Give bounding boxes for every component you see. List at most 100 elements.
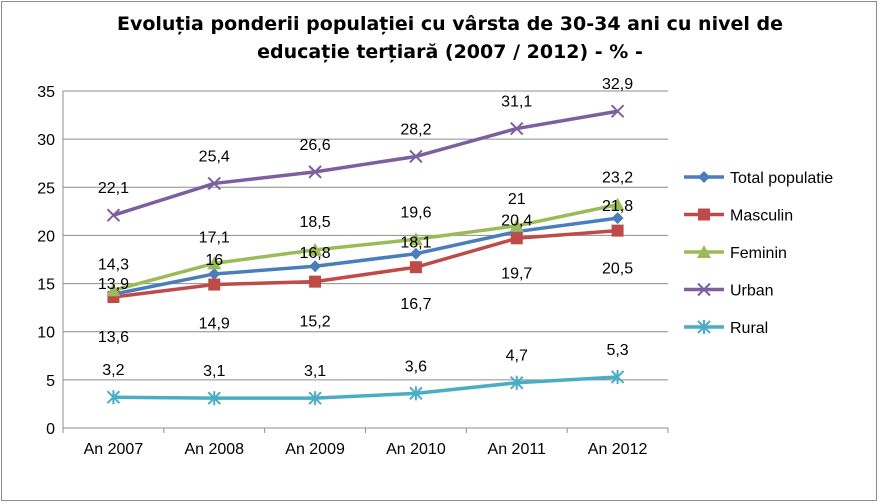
data-label: 14,3 (98, 256, 129, 273)
data-point (207, 176, 221, 191)
legend-label: Total populatie (730, 170, 833, 187)
data-point (610, 369, 625, 384)
series-line (112, 202, 618, 293)
data-point (309, 275, 322, 288)
data-label: 32,9 (602, 76, 633, 93)
x-tick-label: An 2012 (588, 441, 648, 458)
data-label: 19,6 (400, 204, 431, 221)
data-point (509, 218, 524, 232)
data-label: 16,8 (300, 245, 331, 262)
legend-item: Masculin (684, 208, 793, 225)
y-tick-label: 20 (37, 228, 55, 245)
legend-label: Masculin (730, 208, 793, 225)
marker-stroke (409, 149, 423, 164)
series-line (113, 216, 618, 296)
data-point (106, 283, 121, 297)
data-label: 21,8 (602, 198, 633, 215)
data-point (106, 208, 121, 222)
data-point (207, 256, 222, 270)
data-label: 21 (508, 191, 526, 208)
series-line (112, 109, 618, 217)
data-label: 13,9 (98, 276, 129, 293)
legend-item: Total populatie (684, 170, 833, 187)
data-label: 16,7 (400, 296, 431, 313)
y-tick-label: 35 (37, 84, 55, 101)
data-label: 17,1 (199, 229, 230, 246)
series-urban (106, 104, 625, 222)
data-label: 31,1 (501, 94, 532, 111)
data-label: 18,5 (300, 214, 331, 231)
data-point (308, 242, 323, 256)
data-point (409, 261, 422, 274)
data-point (408, 232, 423, 246)
legend: Total populatie Masculin Feminin Urban Rural (684, 170, 833, 337)
data-point (208, 267, 221, 280)
legend-label: Urban (730, 283, 774, 300)
series-rural (106, 369, 625, 406)
y-tick-label: 5 (46, 373, 55, 390)
data-point (610, 104, 625, 118)
data-point (409, 386, 423, 401)
data-point (611, 224, 624, 237)
y-tick-label: 15 (37, 277, 55, 294)
data-label: 3,2 (102, 362, 124, 379)
legend-item: Feminin (684, 245, 787, 262)
series-line (113, 375, 618, 400)
data-label: 15,2 (300, 314, 331, 331)
data-point (409, 247, 422, 260)
marker-stroke (106, 208, 121, 222)
series-feminin (106, 197, 625, 297)
data-label: 19,7 (501, 265, 532, 282)
data-label: 20,4 (501, 213, 532, 230)
data-label: 18,1 (400, 235, 431, 252)
legend-label: Rural (730, 320, 768, 337)
data-label: 20,5 (602, 261, 633, 278)
legend-label: Feminin (730, 245, 787, 262)
legend-marker (697, 320, 711, 334)
x-tick-label: An 2007 (84, 441, 144, 458)
data-point (611, 212, 624, 225)
data-label: 3,1 (304, 363, 326, 380)
data-point (106, 390, 121, 405)
data-point (308, 165, 322, 179)
legend-item: Urban (684, 283, 774, 300)
data-point (409, 149, 423, 164)
data-label: 5,3 (606, 342, 628, 359)
data-point (610, 197, 625, 211)
legend-marker (697, 282, 711, 297)
legend-item: Rural (684, 320, 768, 337)
data-point (207, 391, 221, 406)
marker-stroke (697, 282, 711, 297)
legend-marker (698, 171, 710, 183)
data-label: 23,2 (602, 170, 633, 187)
data-point (309, 260, 322, 273)
chart-title: Evoluția ponderii populației cu vârsta d… (117, 13, 783, 63)
y-tick-label: 25 (37, 180, 55, 197)
marker-stroke (510, 121, 524, 136)
data-label: 25,4 (199, 148, 230, 165)
marker-stroke (207, 176, 221, 191)
x-tick-label: An 2008 (184, 441, 244, 458)
data-point (510, 232, 523, 245)
legend-marker (698, 208, 710, 221)
data-label: 3,1 (203, 363, 225, 380)
y-tick-label: 10 (37, 325, 55, 342)
data-label: 22,1 (98, 180, 129, 197)
x-tick-label: An 2009 (285, 441, 345, 458)
marker-stroke (308, 165, 322, 179)
data-label: 14,9 (199, 316, 230, 333)
marker-stroke (610, 104, 625, 118)
data-point (510, 375, 524, 390)
x-tick-label: An 2011 (488, 441, 547, 458)
series-masculin (107, 224, 624, 304)
series-line (113, 228, 618, 299)
data-label: 26,6 (300, 137, 331, 154)
data-label: 3,6 (405, 358, 427, 375)
legend-marker (697, 245, 711, 258)
y-tick-label: 30 (37, 132, 55, 149)
data-label: 4,7 (506, 348, 528, 365)
data-label: 28,2 (400, 121, 431, 138)
data-point (208, 278, 221, 291)
